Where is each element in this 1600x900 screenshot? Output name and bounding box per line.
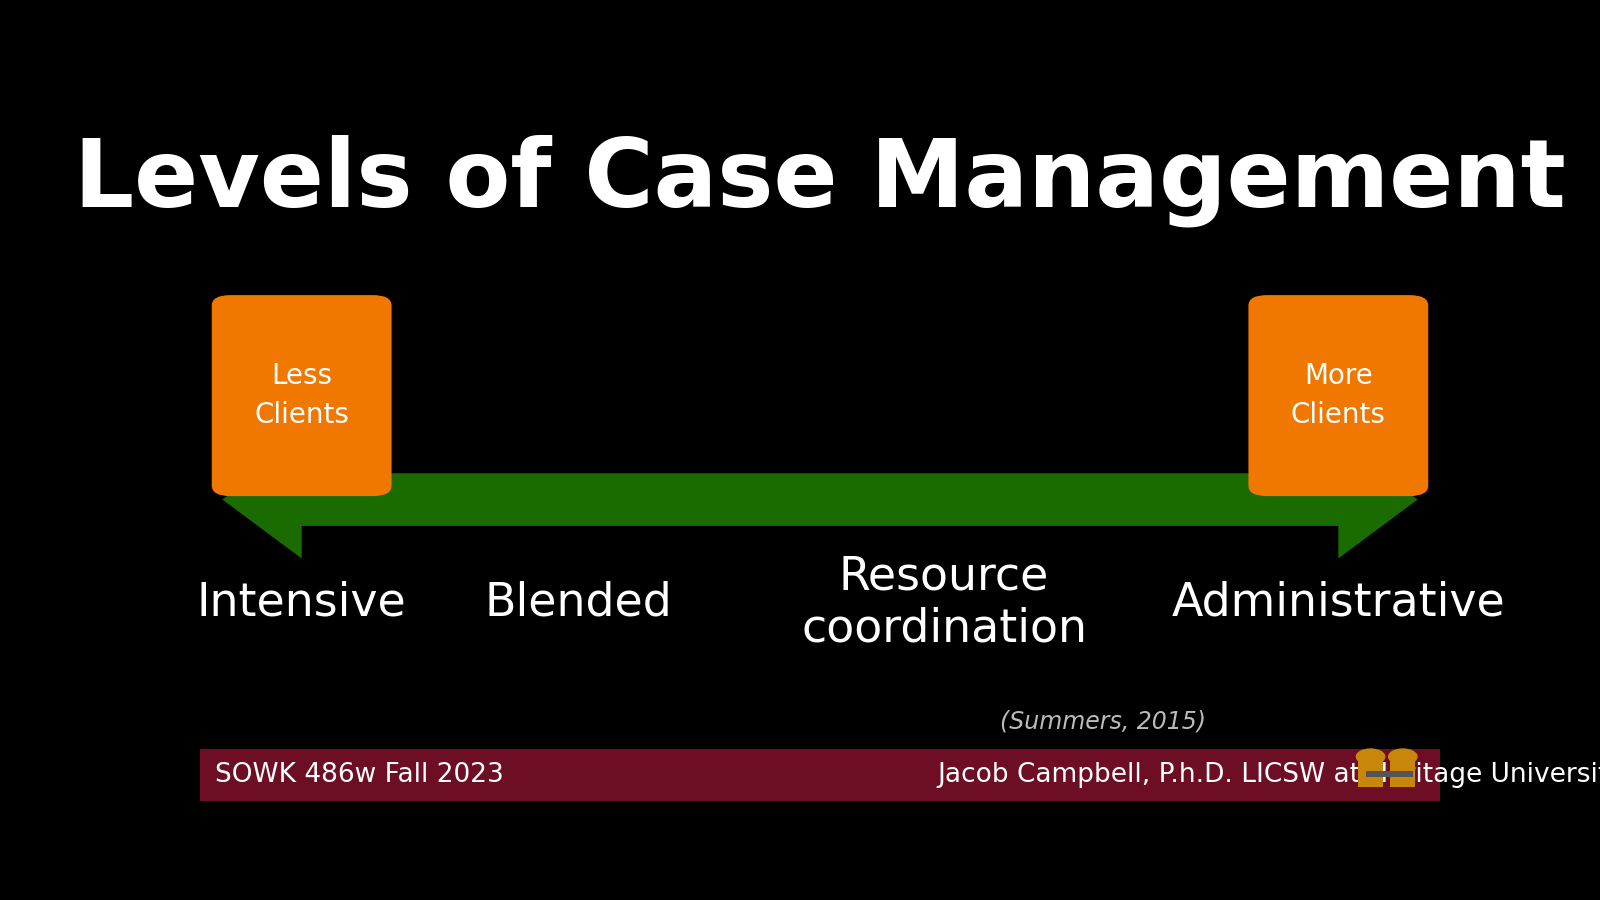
Bar [200, 749, 1440, 801]
Text: Blended: Blended [485, 581, 672, 626]
Bar [1365, 770, 1413, 778]
Text: Administrative: Administrative [1171, 581, 1506, 626]
Bar [1358, 760, 1382, 788]
Text: More
Clients: More Clients [1291, 362, 1386, 429]
Text: SOWK 486w Fall 2023: SOWK 486w Fall 2023 [214, 762, 504, 788]
Circle shape [1387, 748, 1418, 765]
Circle shape [1355, 748, 1386, 765]
Text: Intensive: Intensive [197, 581, 406, 626]
Text: Resource
coordination: Resource coordination [802, 555, 1086, 652]
Text: Levels of Case Management: Levels of Case Management [74, 134, 1566, 227]
Text: (Summers, 2015): (Summers, 2015) [1000, 709, 1206, 734]
Text: Jacob Campbell, P.h.D. LICSW at Heritage University: Jacob Campbell, P.h.D. LICSW at Heritage… [938, 762, 1600, 788]
FancyBboxPatch shape [1248, 295, 1429, 496]
Bar [1390, 760, 1414, 788]
FancyBboxPatch shape [211, 295, 392, 496]
Text: Less
Clients: Less Clients [254, 362, 349, 429]
Polygon shape [222, 441, 1418, 558]
